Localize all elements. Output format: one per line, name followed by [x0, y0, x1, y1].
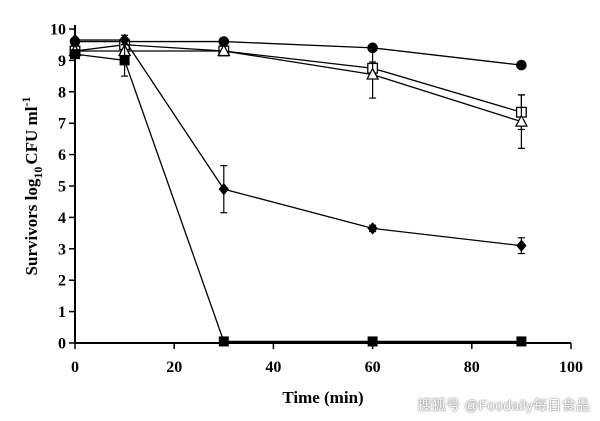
series-filled-circle: [69, 36, 527, 71]
data-point: [119, 55, 130, 66]
series-open-square: [69, 39, 527, 131]
series-line: [74, 53, 522, 343]
series-filled-diamond: [69, 33, 527, 255]
data-point: [366, 67, 380, 80]
x-tick-label: 100: [559, 359, 583, 376]
data-point: [367, 222, 378, 235]
x-tick-label: 40: [265, 359, 281, 376]
y-tick-label: 4: [58, 210, 66, 227]
data-point: [516, 59, 527, 71]
watermark: 搜狐号 @Foodaily每日食品: [418, 395, 590, 415]
y-axis-title: Survivors log10 CFU ml-1: [19, 97, 45, 276]
data-point: [69, 33, 81, 47]
data-point: [218, 182, 229, 196]
series-line: [75, 40, 522, 66]
series-layer: [68, 33, 528, 347]
y-tick-label: 5: [58, 179, 66, 196]
axes: [74, 25, 571, 344]
x-tick-label: 60: [365, 359, 381, 376]
y-title-main: Survivors log: [22, 178, 41, 275]
y-title-unit: CFU ml: [22, 106, 41, 164]
y-tick-label: 2: [58, 273, 66, 290]
y-title-sup: -1: [19, 97, 33, 107]
data-point: [70, 49, 80, 60]
y-tick-label: 8: [58, 84, 66, 101]
data-point: [217, 43, 231, 57]
y-tick-label: 7: [58, 116, 66, 133]
series-line: [75, 39, 522, 247]
y-tick-label: 0: [58, 336, 66, 353]
data-point: [516, 336, 527, 347]
y-tick-label: 10: [50, 22, 66, 39]
data-point: [516, 239, 527, 252]
watermark-text: @Foodaily每日食品: [464, 397, 590, 413]
y-tick-label: 6: [58, 147, 66, 164]
y-tick-label: 1: [58, 304, 66, 321]
x-tick-label: 20: [166, 359, 182, 376]
watermark-logo-text: 搜狐号: [417, 397, 461, 413]
x-axis-title: Time (min): [282, 388, 363, 407]
y-axis-title-text: Survivors log10 CFU ml-1: [19, 97, 45, 276]
x-tick-label: 0: [71, 359, 79, 376]
data-point: [218, 336, 229, 347]
data-point: [514, 114, 528, 127]
data-point: [367, 336, 378, 347]
x-tick-label: 80: [464, 359, 480, 376]
series-filled-square: [70, 44, 527, 347]
tick-marks: [69, 28, 572, 349]
series-line: [74, 44, 522, 113]
y-title-sub: 10: [31, 167, 45, 179]
y-tick-label: 9: [58, 53, 66, 70]
y-tick-label: 3: [58, 241, 66, 258]
